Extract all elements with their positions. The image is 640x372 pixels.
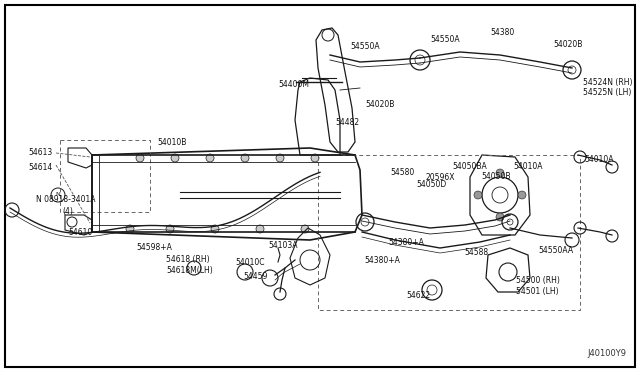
Text: 20596X: 20596X (426, 173, 456, 182)
Circle shape (206, 154, 214, 162)
Text: 54380+A: 54380+A (364, 256, 400, 265)
Text: 54614: 54614 (28, 163, 52, 172)
Text: 54598+A: 54598+A (136, 243, 172, 252)
Text: 54020B: 54020B (365, 100, 394, 109)
Text: 54613: 54613 (28, 148, 52, 157)
Text: 54525N (LH): 54525N (LH) (583, 88, 632, 97)
Text: 54103A: 54103A (268, 241, 298, 250)
Text: 54459: 54459 (243, 272, 268, 281)
Circle shape (301, 225, 309, 233)
Text: (4): (4) (62, 207, 73, 216)
Circle shape (136, 154, 144, 162)
Text: 54501 (LH): 54501 (LH) (516, 287, 559, 296)
Text: 54380: 54380 (490, 28, 515, 37)
Text: 54020B: 54020B (553, 40, 582, 49)
Text: 54380+A: 54380+A (388, 238, 424, 247)
Text: 54580: 54580 (390, 168, 414, 177)
Bar (318, 155, 580, 310)
Text: 54482: 54482 (335, 118, 359, 127)
Text: 54010B: 54010B (157, 138, 186, 147)
Circle shape (166, 225, 174, 233)
Circle shape (311, 154, 319, 162)
Text: 54010A: 54010A (584, 155, 614, 164)
Text: 54588: 54588 (464, 248, 488, 257)
Circle shape (126, 225, 134, 233)
Circle shape (518, 191, 526, 199)
Circle shape (276, 154, 284, 162)
Text: 54610: 54610 (68, 228, 92, 237)
Text: 54500 (RH): 54500 (RH) (516, 276, 560, 285)
Text: 54618M(LH): 54618M(LH) (166, 266, 212, 275)
Text: 54524N (RH): 54524N (RH) (583, 78, 632, 87)
Text: 54400M: 54400M (278, 80, 309, 89)
Text: N: N (56, 192, 60, 198)
Circle shape (241, 154, 249, 162)
Text: 54550AA: 54550AA (538, 246, 573, 255)
Text: 54550A: 54550A (350, 42, 380, 51)
Circle shape (171, 154, 179, 162)
Text: 54050B: 54050B (481, 172, 511, 181)
Circle shape (496, 213, 504, 221)
Text: J40100Y9: J40100Y9 (587, 349, 626, 358)
Text: 54010A: 54010A (513, 162, 543, 171)
Circle shape (474, 191, 482, 199)
Text: 54550A: 54550A (430, 35, 460, 44)
Circle shape (496, 169, 504, 177)
Text: 54622: 54622 (406, 291, 430, 300)
Text: 54050BA: 54050BA (452, 162, 487, 171)
Text: N 08918-3401A: N 08918-3401A (36, 195, 95, 204)
Circle shape (256, 225, 264, 233)
Circle shape (211, 225, 219, 233)
Bar (60, 140, 150, 212)
Text: 54050D: 54050D (416, 180, 446, 189)
Text: 54618 (RH): 54618 (RH) (166, 255, 210, 264)
Text: 54010C: 54010C (235, 258, 264, 267)
